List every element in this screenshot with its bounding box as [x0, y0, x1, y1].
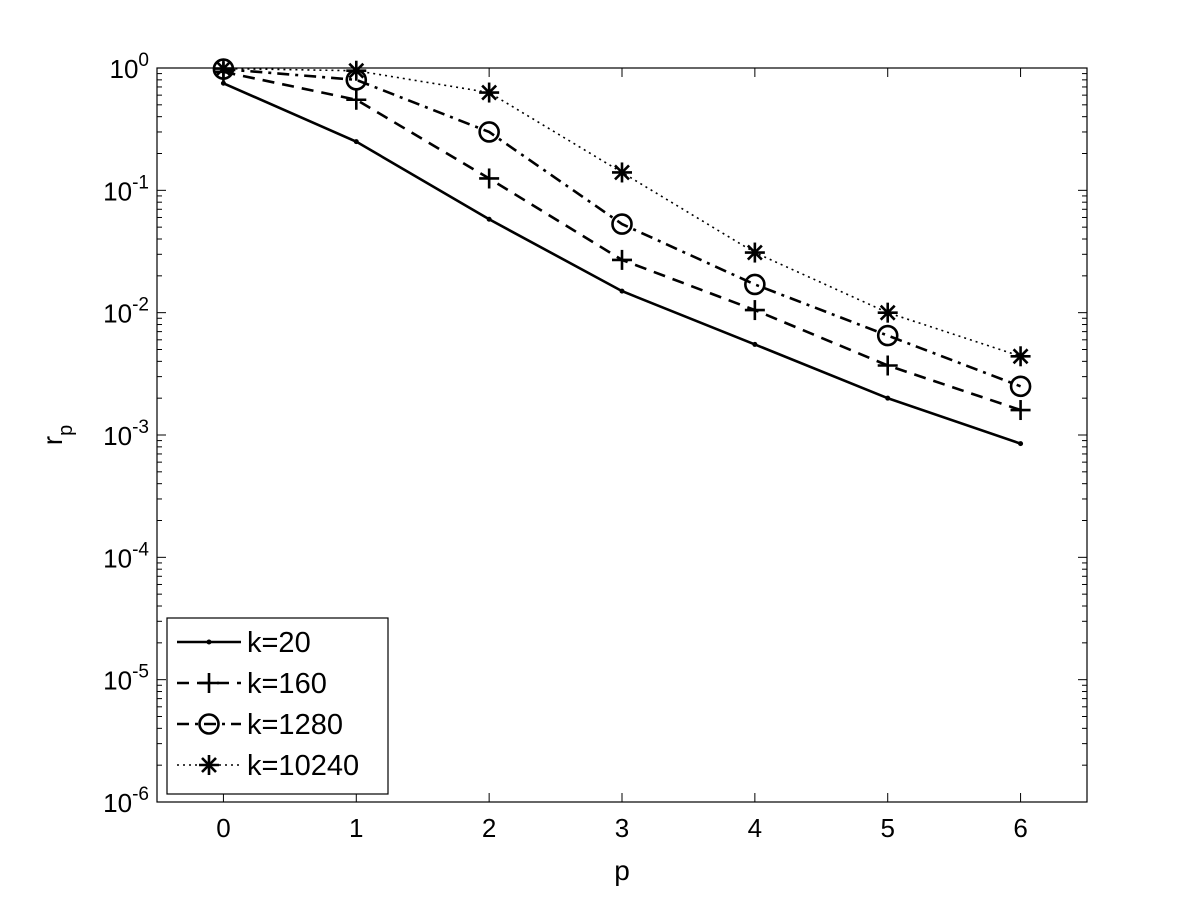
- data-point-k=20: [752, 341, 758, 347]
- x-axis-label: p: [614, 855, 630, 886]
- legend-item: k=160: [177, 668, 327, 700]
- data-point-k=1280: [876, 324, 899, 347]
- x-tick-label: 4: [748, 813, 762, 843]
- data-point-k=1280: [478, 121, 500, 143]
- series-line-k=1280: [223, 67, 1022, 388]
- legend: k=20 k=160 k=1280 k=10240: [166, 617, 389, 795]
- y-tick-label: 10-6: [103, 784, 149, 818]
- data-point-k=160: [1010, 400, 1031, 421]
- data-point-k=10240: [1010, 346, 1031, 367]
- data-point-k=10240: [612, 162, 632, 183]
- data-point-k=10240: [479, 82, 500, 103]
- legend-marker: [199, 673, 219, 693]
- data-point-k=1280: [744, 273, 766, 296]
- legend-marker: [199, 755, 219, 775]
- legend-item: k=10240: [177, 750, 359, 782]
- y-tick-label: 10-5: [103, 662, 149, 696]
- legend-label: k=10240: [247, 750, 359, 782]
- legend-marker: [206, 639, 212, 645]
- x-tick-label: 3: [615, 813, 629, 843]
- data-point-k=160: [744, 300, 765, 321]
- data-point-k=20: [486, 216, 492, 222]
- y-axis-label-main: r: [37, 436, 68, 445]
- y-tick-label: 10-2: [103, 295, 149, 329]
- legend-item: k=1280: [177, 709, 343, 741]
- legend-label: k=20: [247, 627, 311, 659]
- y-axis-label: rp: [37, 425, 77, 445]
- y-tick-label: 100: [110, 50, 150, 84]
- data-point-k=1280: [611, 213, 633, 235]
- data-point-k=10240: [877, 302, 898, 323]
- y-tick-label: 10-3: [103, 417, 149, 451]
- x-tick-label: 6: [1013, 813, 1027, 843]
- x-tick-label: 0: [216, 813, 230, 843]
- y-tick-label: 10-4: [103, 539, 149, 573]
- data-point-k=1280: [1009, 375, 1032, 398]
- data-point-k=160: [479, 168, 500, 189]
- data-point-k=10240: [744, 242, 765, 263]
- legend-marker: [198, 713, 220, 735]
- data-point-k=20: [885, 395, 891, 401]
- x-tick-label: 2: [482, 813, 496, 843]
- x-tick-label: 5: [880, 813, 894, 843]
- data-point-k=20: [353, 139, 359, 145]
- legend-label: k=1280: [247, 709, 343, 741]
- y-axis-label-subscript: p: [55, 425, 77, 436]
- x-tick-label: 1: [349, 813, 363, 843]
- data-point-k=20: [220, 80, 226, 86]
- data-point-k=20: [619, 288, 625, 294]
- data-point-k=160: [346, 89, 367, 110]
- data-point-k=160: [877, 355, 898, 376]
- legend-label: k=160: [247, 668, 327, 700]
- data-point-k=20: [1018, 441, 1024, 447]
- svg-text:rp: rp: [37, 425, 77, 445]
- data-point-k=160: [612, 249, 632, 270]
- y-tick-label: 10-1: [103, 172, 149, 206]
- legend-item: k=20: [177, 627, 311, 659]
